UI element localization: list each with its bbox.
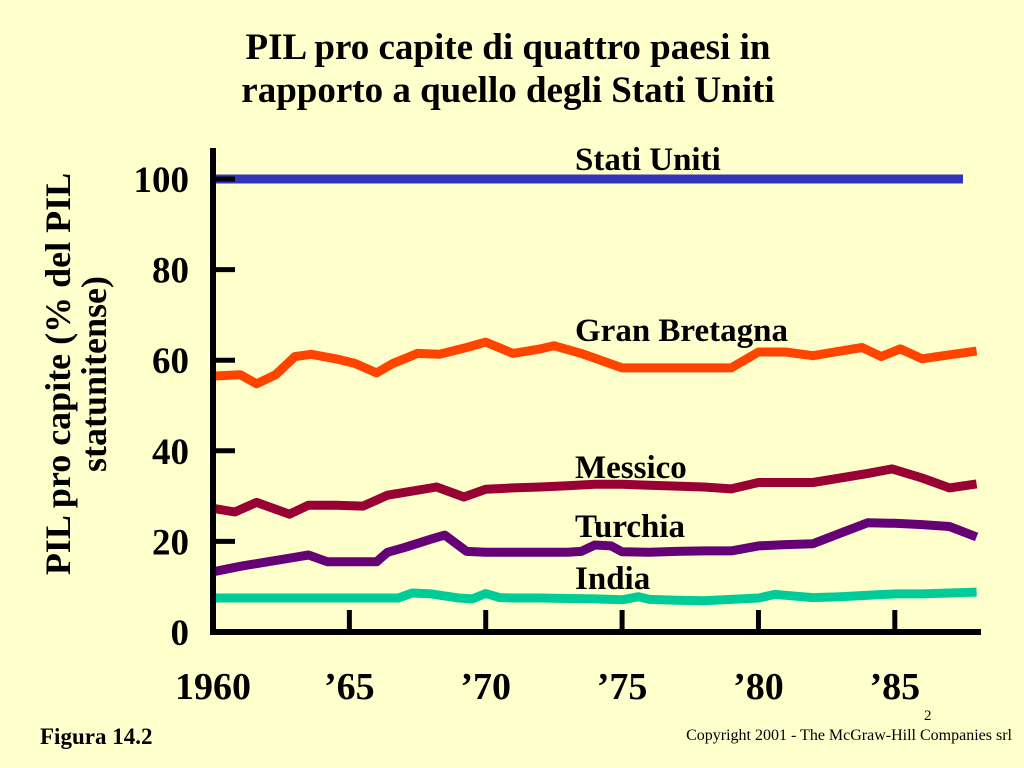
series-line-messico — [212, 464, 978, 519]
series-line-turchia — [212, 518, 979, 577]
y-tick-label-60: 60 — [152, 341, 189, 382]
chart-title-line-2: rapporto a quello degli Stati Uniti — [241, 70, 775, 111]
x-tick-label-1975: ’75 — [597, 666, 648, 708]
x-tick-label-1980: ’80 — [733, 666, 784, 708]
series-label-india: India — [575, 561, 650, 597]
figure-label: Figura 14.2 — [40, 724, 153, 749]
series-label-turchia: Turchia — [575, 509, 685, 545]
series-label-stati-uniti: Stati Uniti — [575, 142, 721, 178]
y-tick-label-80: 80 — [152, 251, 189, 292]
copyright-notice: Copyright 2001 - The McGraw-Hill Compani… — [686, 727, 1012, 744]
x-tick-label-1970: ’70 — [460, 666, 511, 708]
y-tick-label-40: 40 — [152, 432, 189, 473]
x-tick-label-1960: 1960 — [175, 666, 251, 708]
series-label-gran-bretagna: Gran Bretagna — [575, 313, 788, 349]
series-line-gran-bretagna — [212, 337, 978, 389]
page-number: 2 — [924, 708, 932, 724]
x-tick-label-1965: ’65 — [324, 666, 375, 708]
y-tick-label-0: 0 — [171, 613, 190, 654]
series-line-india — [213, 587, 977, 606]
y-tick-label-100: 100 — [134, 160, 190, 201]
chart-title: PIL pro capite di quattro paesi in rappo… — [150, 26, 866, 112]
chart-title-line-1: PIL pro capite di quattro paesi in — [245, 27, 771, 68]
series-label-messico: Messico — [575, 450, 687, 486]
y-tick-label-20: 20 — [152, 522, 189, 563]
x-tick-label-1985: ’85 — [869, 666, 920, 708]
